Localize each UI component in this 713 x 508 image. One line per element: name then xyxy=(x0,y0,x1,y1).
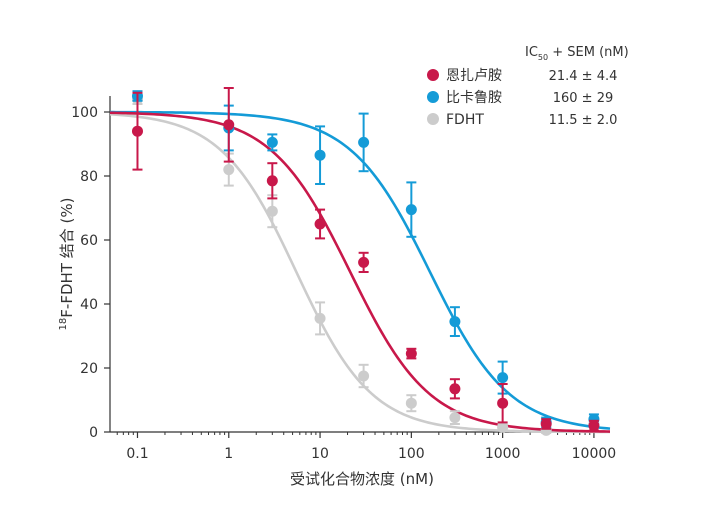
x-tick-label: 1 xyxy=(224,446,233,462)
legend-header: IC50 + SEM (nM) xyxy=(525,45,629,62)
legend-header-ic: IC xyxy=(525,45,538,60)
y-axis-label: 18F-FDHT 结合 (%) xyxy=(58,198,76,331)
x-axis-ticks: 0.1 1 10 100 1000 10000 xyxy=(116,432,617,462)
data-point xyxy=(588,420,600,432)
y-axis-ticks: 0 20 40 60 80 100 xyxy=(71,105,110,441)
data-point xyxy=(314,149,326,161)
data-point xyxy=(314,218,326,230)
data-point xyxy=(266,136,278,148)
data-point xyxy=(358,256,370,268)
x-tick-label: 1000 xyxy=(485,446,521,462)
y-axis-label-text: F-FDHT 结合 (%) xyxy=(58,198,76,318)
data-point xyxy=(358,136,370,148)
x-tick-label: 100 xyxy=(398,446,425,462)
x-axis-label: 受试化合物浓度 (nM) xyxy=(290,470,434,488)
y-axis-label-superscript: 18 xyxy=(58,318,69,331)
data-point xyxy=(449,412,461,424)
legend: IC50 + SEM (nM) 恩扎卢胺 21.4 ± 4.4 比卡鲁胺 160… xyxy=(427,45,629,128)
legend-label-fdht: FDHT xyxy=(446,112,484,128)
data-point xyxy=(314,312,326,324)
data-point xyxy=(497,421,509,433)
legend-label-bicalutamide: 比卡鲁胺 xyxy=(446,90,502,106)
data-point xyxy=(266,175,278,187)
y-tick-label: 100 xyxy=(71,105,98,121)
y-tick-label: 60 xyxy=(80,233,98,249)
data-point xyxy=(449,383,461,395)
legend-header-rest: + SEM (nM) xyxy=(548,45,629,60)
legend-marker-enzalutamide xyxy=(427,69,439,81)
data-point xyxy=(223,119,235,131)
data-point xyxy=(449,316,461,328)
legend-ic50-bicalutamide: 160 ± 29 xyxy=(553,91,614,106)
data-point xyxy=(497,397,509,409)
y-tick-label: 20 xyxy=(80,361,98,377)
data-point xyxy=(497,372,509,384)
fit-curves xyxy=(109,110,611,434)
data-point xyxy=(405,348,417,360)
legend-ic50-fdht: 11.5 ± 2.0 xyxy=(549,113,618,128)
y-tick-label: 80 xyxy=(80,169,98,185)
data-point xyxy=(358,370,370,382)
fit-curve-0 xyxy=(109,111,611,433)
data-point xyxy=(405,397,417,409)
data-points xyxy=(131,87,600,436)
data-point xyxy=(131,125,143,137)
legend-header-sub: 50 xyxy=(538,53,548,62)
x-tick-label: 0.1 xyxy=(126,446,148,462)
fit-curve-1 xyxy=(109,110,611,430)
legend-label-enzalutamide: 恩扎卢胺 xyxy=(446,68,502,84)
data-point xyxy=(223,164,235,176)
legend-marker-bicalutamide xyxy=(427,91,439,103)
x-tick-label: 10 xyxy=(311,446,329,462)
x-tick-label: 10000 xyxy=(572,446,617,462)
y-tick-label: 0 xyxy=(89,425,98,441)
data-point xyxy=(266,205,278,217)
data-point xyxy=(540,418,552,430)
legend-marker-fdht xyxy=(427,113,439,125)
fit-curve-2 xyxy=(109,112,611,434)
legend-ic50-enzalutamide: 21.4 ± 4.4 xyxy=(549,69,618,84)
y-tick-label: 40 xyxy=(80,297,98,313)
data-point xyxy=(405,204,417,216)
